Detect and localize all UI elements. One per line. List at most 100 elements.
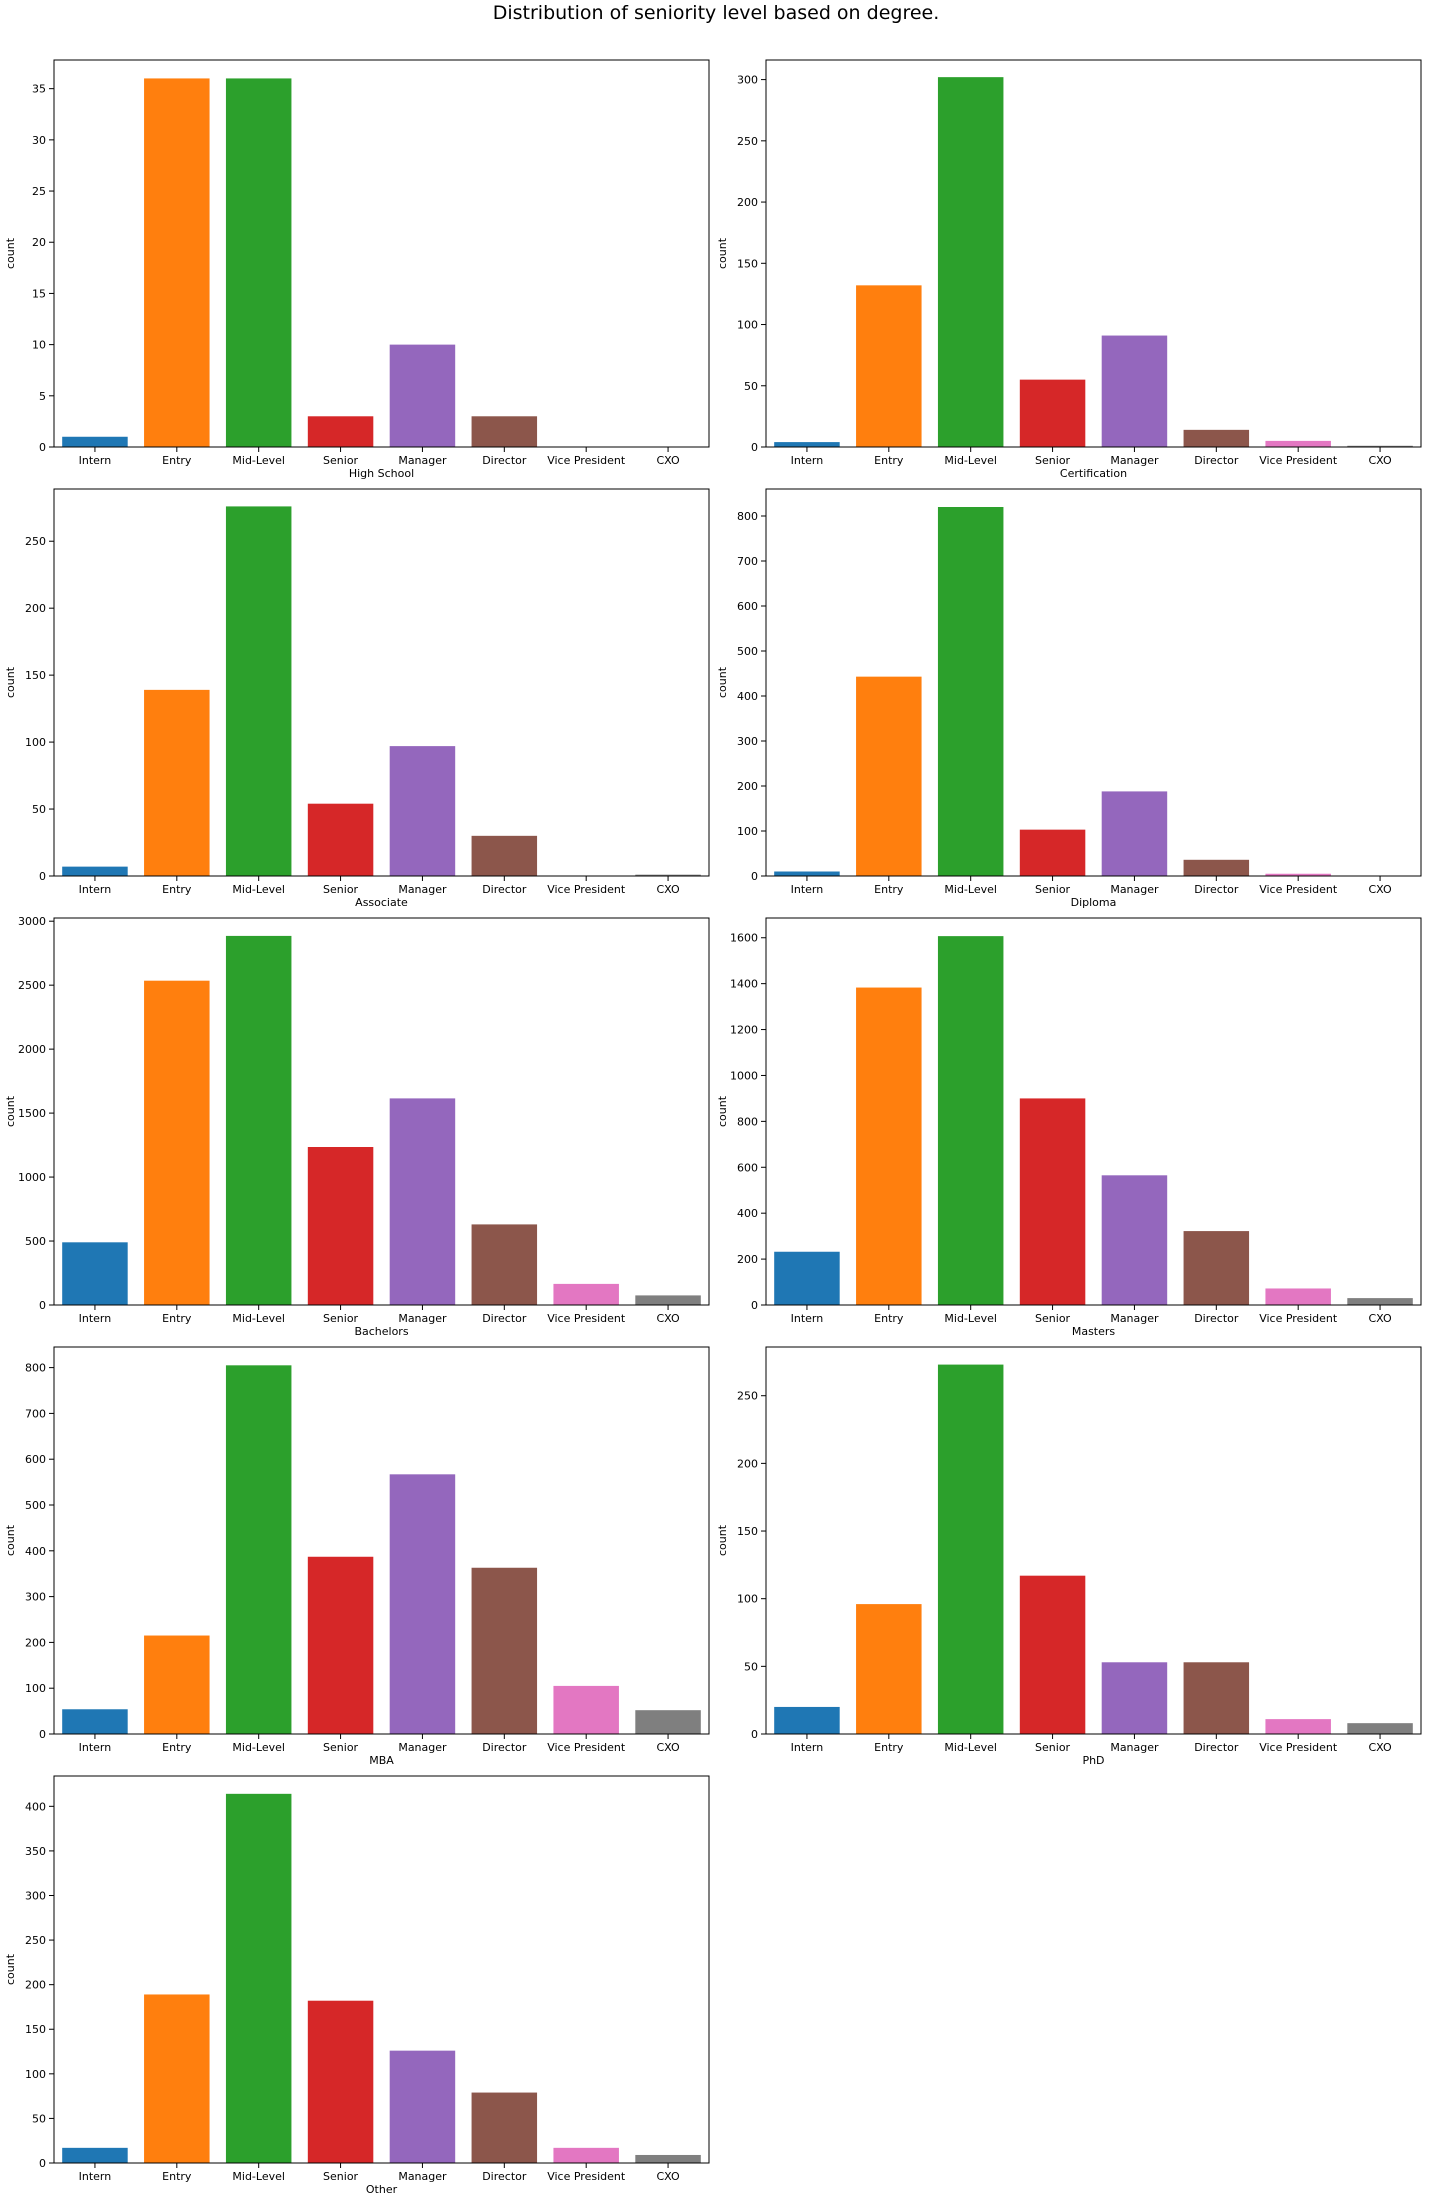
y-tick-label: 0 bbox=[39, 441, 46, 454]
x-tick-label: Manager bbox=[1110, 1741, 1159, 1754]
x-tick-label: Director bbox=[482, 2170, 527, 2183]
y-tick-label: 100 bbox=[25, 2068, 46, 2081]
bar-manager bbox=[389, 1098, 456, 1305]
x-tick-label: CXO bbox=[656, 1312, 680, 1325]
bar-director bbox=[1183, 1662, 1250, 1734]
x-tick-label: Intern bbox=[79, 1312, 112, 1325]
y-tick-label: 300 bbox=[737, 735, 758, 748]
bar-manager bbox=[1101, 1662, 1168, 1734]
y-tick-label: 1400 bbox=[730, 978, 758, 991]
x-tick-label: Senior bbox=[323, 1312, 359, 1325]
bar-senior bbox=[1019, 1575, 1086, 1734]
y-tick-label: 150 bbox=[737, 1525, 758, 1538]
subplot-diploma: 0 100 200 300 400 500 600 700 800 Intern Entry Mid-… bbox=[716, 488, 1422, 909]
x-tick-label: Vice President bbox=[1259, 883, 1338, 896]
subplot-high-school: 0 5 10 15 20 25 30 35 Intern Entry Mid-Level Senior… bbox=[4, 59, 710, 480]
bar-mid-level bbox=[225, 935, 292, 1305]
bar-intern bbox=[774, 442, 840, 447]
subplot-other: 0 50 100 150 200 250 300 350 400 Intern Entry Mid-L… bbox=[4, 1775, 710, 2196]
x-tick-label: Manager bbox=[398, 2170, 447, 2183]
x-tick-label: CXO bbox=[1368, 883, 1392, 896]
bar-cxo bbox=[1347, 1723, 1413, 1734]
y-tick-label: 800 bbox=[737, 1115, 758, 1128]
bar-senior bbox=[1019, 829, 1086, 876]
bar-vice-president bbox=[553, 1685, 619, 1734]
x-tick-label: Entry bbox=[874, 454, 904, 467]
y-tick-label: 700 bbox=[737, 555, 758, 568]
x-tick-label: Intern bbox=[791, 1312, 824, 1325]
bar-manager bbox=[1101, 1175, 1168, 1305]
bar-director bbox=[1183, 1231, 1250, 1305]
bar-mid-level bbox=[225, 506, 292, 876]
bar-mid-level bbox=[937, 77, 1004, 448]
x-tick-label: Director bbox=[482, 883, 527, 896]
y-tick-label: 250 bbox=[25, 535, 46, 548]
bar-intern bbox=[62, 866, 128, 876]
axes-frame bbox=[53, 488, 710, 877]
y-tick-label: 300 bbox=[25, 1591, 46, 1604]
bar-intern bbox=[774, 1251, 840, 1305]
y-tick-label: 3000 bbox=[18, 915, 46, 928]
bar-intern bbox=[62, 436, 128, 447]
y-tick-label: 2500 bbox=[18, 979, 46, 992]
x-tick-label: Intern bbox=[791, 1741, 824, 1754]
bar-entry bbox=[856, 285, 922, 447]
bar-director bbox=[471, 835, 538, 876]
y-tick-label: 5 bbox=[39, 390, 46, 403]
y-tick-label: 200 bbox=[737, 196, 758, 209]
y-tick-label: 600 bbox=[737, 600, 758, 613]
y-tick-label: 30 bbox=[32, 134, 46, 147]
x-tick-label: CXO bbox=[1368, 1312, 1392, 1325]
axes-frame bbox=[765, 488, 1422, 877]
y-tick-label: 400 bbox=[25, 1800, 46, 1813]
bar-director bbox=[471, 416, 538, 447]
x-tick-label: Mid-Level bbox=[944, 1741, 997, 1754]
x-tick-label: Manager bbox=[1110, 1312, 1159, 1325]
x-tick-label: Mid-Level bbox=[232, 2170, 285, 2183]
y-tick-label: 200 bbox=[737, 1457, 758, 1470]
y-tick-label: 0 bbox=[39, 2157, 46, 2170]
y-tick-label: 25 bbox=[32, 185, 46, 198]
subplot-certification: 0 50 100 150 200 250 300 Intern Entry Mid-Level Se… bbox=[716, 59, 1422, 480]
x-tick-label: Entry bbox=[162, 1741, 192, 1754]
y-tick-label: 100 bbox=[737, 1593, 758, 1606]
x-tick-label: Mid-Level bbox=[944, 454, 997, 467]
bar-mid-level bbox=[225, 78, 292, 448]
y-axis-label: count bbox=[4, 1953, 17, 1985]
axes-frame bbox=[765, 59, 1422, 448]
x-tick-label: Director bbox=[1194, 1312, 1239, 1325]
y-tick-label: 1600 bbox=[730, 932, 758, 945]
bar-entry bbox=[856, 676, 922, 876]
y-axis-label: count bbox=[716, 1524, 729, 1556]
bar-senior bbox=[307, 1147, 374, 1305]
x-tick-label: Vice President bbox=[1259, 1741, 1338, 1754]
x-axis-label: High School bbox=[349, 467, 414, 480]
y-tick-label: 250 bbox=[737, 135, 758, 148]
x-tick-label: CXO bbox=[656, 2170, 680, 2183]
x-tick-label: Vice President bbox=[547, 454, 626, 467]
subplot-masters: 0 200 400 600 800 1000 1200 1400 1600 Intern Entry… bbox=[716, 917, 1422, 1338]
bar-vice-president bbox=[1265, 440, 1331, 447]
y-axis-label: count bbox=[4, 1524, 17, 1556]
x-tick-label: Vice President bbox=[1259, 454, 1338, 467]
y-tick-label: 1500 bbox=[18, 1107, 46, 1120]
x-tick-label: Intern bbox=[79, 2170, 112, 2183]
x-tick-label: Entry bbox=[162, 883, 192, 896]
bar-entry bbox=[144, 689, 210, 876]
x-tick-label: Manager bbox=[1110, 883, 1159, 896]
bar-manager bbox=[389, 1474, 456, 1734]
subplot-mba: 0 100 200 300 400 500 600 700 800 Intern Entry Mid-… bbox=[4, 1346, 710, 1767]
x-tick-label: Manager bbox=[398, 883, 447, 896]
bar-intern bbox=[774, 871, 840, 876]
x-axis-label: PhD bbox=[1082, 1754, 1104, 1767]
y-tick-label: 500 bbox=[25, 1235, 46, 1248]
x-axis-label: Bachelors bbox=[354, 1325, 408, 1338]
bar-entry bbox=[144, 980, 210, 1305]
bar-entry bbox=[144, 1635, 210, 1734]
bar-vice-president bbox=[553, 2147, 619, 2163]
x-tick-label: Senior bbox=[1035, 1312, 1071, 1325]
y-tick-label: 100 bbox=[737, 319, 758, 332]
x-tick-label: Director bbox=[1194, 1741, 1239, 1754]
bar-director bbox=[1183, 429, 1250, 447]
figure-title: Distribution of seniority level based on… bbox=[492, 2, 940, 24]
